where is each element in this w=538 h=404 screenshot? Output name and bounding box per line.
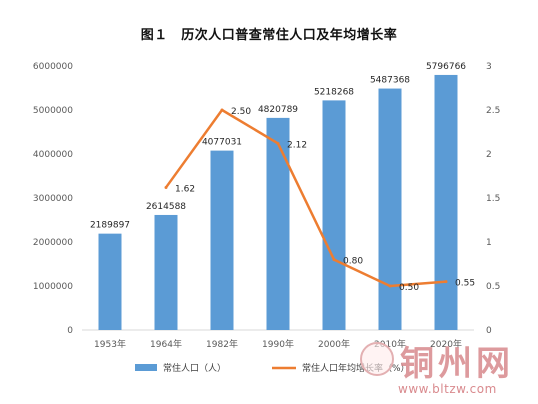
x-axis-tick-label: 1964年 bbox=[150, 338, 182, 350]
bar bbox=[154, 214, 178, 330]
watermark-url: www.bltzw.com bbox=[398, 382, 497, 396]
line-data-label: 0.50 bbox=[399, 283, 419, 293]
x-axis-tick-label: 2020年 bbox=[430, 338, 462, 350]
line-point bbox=[388, 284, 392, 288]
bar bbox=[266, 117, 290, 330]
right-axis-tick-label: 0.5 bbox=[486, 282, 500, 292]
bar-data-label: 4820789 bbox=[258, 105, 298, 115]
legend-bar-swatch bbox=[135, 364, 157, 371]
x-axis-tick-label: 2000年 bbox=[318, 338, 350, 350]
bar bbox=[98, 233, 122, 330]
right-axis-tick-label: 1.5 bbox=[486, 194, 500, 204]
x-axis: 1953年 1964年 1982年 1990年 2000年 2010年 2020年 bbox=[82, 329, 474, 350]
left-axis-tick-label: 6000000 bbox=[33, 62, 73, 72]
line-data-label: 0.80 bbox=[343, 257, 363, 267]
left-axis: 0 1000000 2000000 3000000 4000000 5000000 6000… bbox=[33, 62, 73, 336]
bar-data-label: 5218268 bbox=[314, 87, 354, 97]
line-point bbox=[332, 258, 336, 262]
left-axis-tick-label: 1000000 bbox=[33, 282, 73, 292]
line-data-label: 2.50 bbox=[231, 107, 251, 117]
line-point bbox=[276, 141, 280, 145]
bar-data-label: 5487368 bbox=[370, 76, 410, 86]
left-axis-tick-label: 0 bbox=[67, 326, 73, 336]
bar-series: 2189897 2614588 4077031 4820789 5218268 54873… bbox=[90, 62, 466, 331]
right-axis-tick-label: 3 bbox=[486, 62, 492, 72]
line-point bbox=[444, 280, 448, 284]
left-axis-tick-label: 3000000 bbox=[33, 194, 73, 204]
watermark-seal-icon bbox=[360, 342, 394, 376]
watermark: 铜州网 www.bltzw.com bbox=[356, 338, 538, 404]
right-axis-tick-label: 2.5 bbox=[486, 106, 500, 116]
left-axis-tick-label: 4000000 bbox=[33, 150, 73, 160]
line-point bbox=[164, 185, 168, 189]
bar-data-label: 2614588 bbox=[146, 202, 186, 212]
bar bbox=[210, 150, 234, 330]
left-axis-tick-label: 2000000 bbox=[33, 238, 73, 248]
watermark-site-name: 铜州网 bbox=[400, 344, 514, 384]
right-axis: 0 0.5 1 1.5 2 2.5 3 bbox=[486, 62, 500, 336]
bar bbox=[378, 88, 402, 330]
line-point bbox=[220, 108, 224, 112]
bar bbox=[322, 100, 346, 330]
line-data-label: 2.12 bbox=[287, 140, 307, 150]
bar bbox=[434, 74, 458, 331]
bar-data-label: 5796766 bbox=[426, 62, 466, 72]
x-axis-tick-label: 1982年 bbox=[206, 338, 238, 350]
right-axis-tick-label: 0 bbox=[486, 326, 492, 336]
line-data-label: 1.62 bbox=[175, 184, 195, 194]
x-axis-tick-label: 1953年 bbox=[94, 338, 126, 350]
x-axis-tick-label: 1990年 bbox=[262, 338, 294, 350]
line-series: 1.62 2.50 2.12 0.80 0.50 0.55 bbox=[164, 107, 475, 293]
line-path bbox=[164, 108, 447, 288]
right-axis-tick-label: 2 bbox=[486, 150, 492, 160]
left-axis-tick-label: 5000000 bbox=[33, 106, 73, 116]
chart-title: 图１ 历次人口普查常住人口及年均增长率 bbox=[140, 28, 398, 43]
line-data-label: 0.55 bbox=[455, 279, 475, 289]
bar-data-label: 4077031 bbox=[202, 138, 242, 148]
legend-bar-label: 常住人口（人） bbox=[163, 362, 226, 374]
bar-data-label: 2189897 bbox=[90, 221, 130, 231]
right-axis-tick-label: 1 bbox=[486, 238, 492, 248]
